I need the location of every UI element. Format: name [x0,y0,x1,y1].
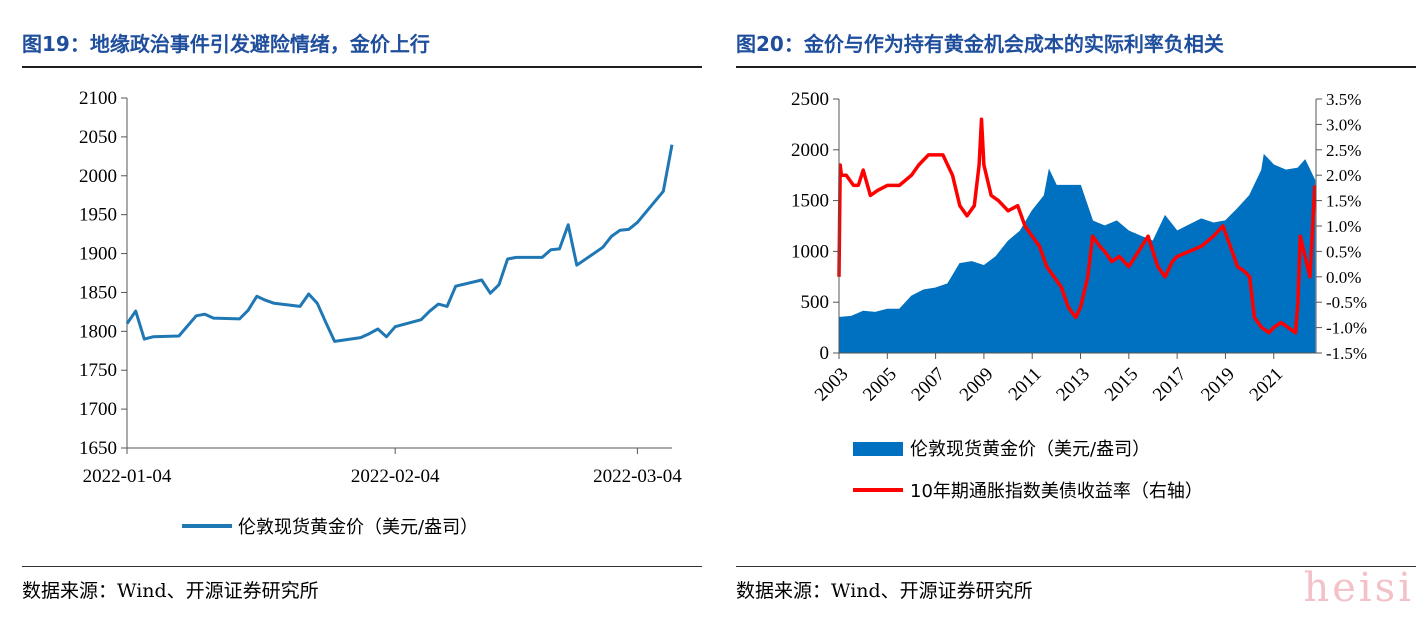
x-tick-label: 2013 [1052,364,1094,406]
y-tick-label: 1750 [79,360,117,381]
legend-label: 伦敦现货黄金价（美元/盎司） [238,517,478,538]
x-tick-label: 2015 [1101,364,1143,406]
y-right-tick-label: -1.0% [1326,319,1367,338]
gold-vs-tips-chart: 0 500 1000 1500 2000 2500 -1.5% -1.0% -0.5% 0.0% 0… [791,89,1367,502]
y-tick-label: 2500 [791,89,829,110]
left-panel: 图19：地缘政治事件引发避险情绪，金价上行 1650 1700 1750 1800 18… [22,0,702,619]
gold-price-line [125,144,674,343]
y-right-tick-label: 3.0% [1326,115,1361,134]
y-tick-label: 1000 [791,241,829,262]
watermark: heisi [1303,565,1414,611]
gold-price-area [838,153,1316,354]
x-tick-label: 2019 [1197,364,1239,406]
source-rule [22,566,702,567]
y-right-tick-label: 1.0% [1326,217,1361,236]
x-tick-label: 2017 [1149,364,1191,406]
chart-title: 图20：金价与作为持有黄金机会成本的实际利率负相关 [736,32,1224,56]
y-tick-label: 1500 [791,191,829,212]
y-tick-label: 2050 [79,127,117,148]
source-note: 数据来源：Wind、开源证券研究所 [736,580,1033,602]
gold-price-chart: 1650 1700 1750 1800 1850 1900 1950 2000 2050 2100… [79,88,682,538]
title-rule [736,66,1416,68]
y-right-tick-label: 0.5% [1326,242,1361,261]
y-right-tick-label: 2.0% [1326,166,1361,185]
y-tick-label: 2000 [79,166,117,187]
x-tick-label: 2003 [811,364,853,406]
legend-label: 10年期通胀指数美债收益率（右轴） [910,481,1203,502]
y-tick-label: 1900 [79,244,117,265]
right-panel: 图20：金价与作为持有黄金机会成本的实际利率负相关 0 500 1000 1500 20… [736,0,1416,619]
title-rule [22,66,702,68]
tips-yield-line [837,117,1317,335]
y-right-tick-label: 3.5% [1326,90,1361,109]
y-tick-label: 500 [801,292,830,313]
y-tick-label: 1700 [79,399,117,420]
y-tick-label: 1800 [79,321,117,342]
x-tick-label: 2009 [956,364,998,406]
y-tick-label: 1650 [79,438,117,459]
chart-title: 图19：地缘政治事件引发避险情绪，金价上行 [22,32,430,56]
y-right-tick-label: -0.5% [1326,293,1367,312]
legend-label: 伦敦现货黄金价（美元/盎司） [910,439,1150,460]
x-tick-label: 2005 [859,364,901,406]
x-tick-label: 2022-03-04 [593,466,682,487]
legend-swatch [853,442,903,456]
x-tick-label: 2022-02-04 [351,466,440,487]
x-tick-label: 2022-01-04 [83,466,172,487]
x-tick-label: 2007 [907,364,949,406]
y-tick-label: 2000 [791,140,829,161]
y-right-tick-label: 2.5% [1326,141,1361,160]
y-right-tick-label: 1.5% [1326,192,1361,211]
y-right-tick-label: 0.0% [1326,268,1361,287]
x-tick-label: 2011 [1005,364,1046,405]
y-tick-label: 0 [820,343,830,364]
source-rule [736,566,1416,567]
y-right-tick-label: -1.5% [1326,344,1367,363]
y-tick-label: 1850 [79,282,117,303]
x-tick-label: 2021 [1246,364,1288,406]
y-tick-label: 1950 [79,205,117,226]
y-tick-label: 2100 [79,88,117,109]
source-note: 数据来源：Wind、开源证券研究所 [22,580,319,602]
